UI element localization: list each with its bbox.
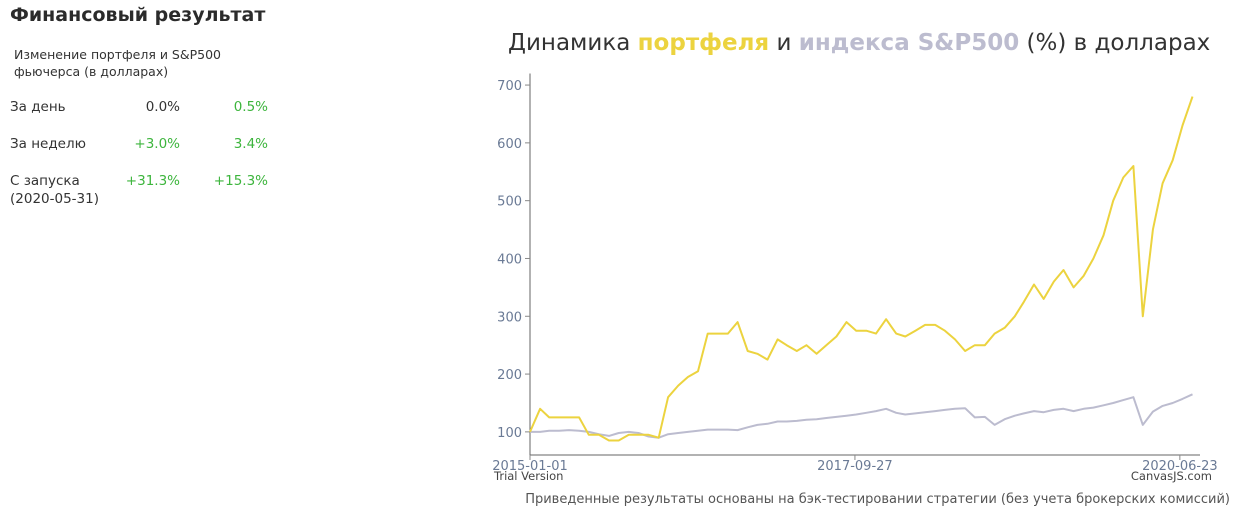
row-label: За неделю — [10, 136, 86, 152]
result-table: За день 0.0% 0.5% За неделю +3.0% 3.4% С… — [10, 98, 268, 227]
portfolio-change: +3.0% — [134, 136, 180, 152]
index-change: 0.5% — [233, 99, 268, 115]
x-tick-label: 2020-06-23 — [1142, 459, 1218, 474]
y-tick-label: 400 — [497, 252, 522, 267]
row-label: С запуска (2020-05-31) — [10, 173, 99, 207]
y-tick-label: 600 — [497, 137, 522, 152]
watermark: CanvasJS.com — [1131, 469, 1212, 483]
index-change: 3.4% — [233, 136, 268, 152]
title-part: Динамика — [508, 30, 630, 56]
index-change: +15.3% — [213, 173, 268, 189]
title-series: портфеля — [638, 30, 770, 56]
y-tick-label: 100 — [497, 426, 522, 441]
footnote: Приведенные результаты основаны на бэк-т… — [525, 492, 1230, 507]
y-tick-label: 700 — [497, 79, 522, 94]
x-tick-label: 2017-09-27 — [817, 459, 893, 474]
y-tick-label: 300 — [497, 310, 522, 325]
portfolio-change: +31.3% — [125, 173, 180, 189]
y-tick-label: 200 — [497, 368, 522, 383]
chart-title: Динамика портфеля и индекса S&P500 (%) в… — [508, 30, 1210, 56]
panel-title: Финансовый результат — [10, 4, 266, 26]
row: За день 0.0% 0.5% — [10, 98, 268, 135]
row: За неделю +3.0% 3.4% — [10, 135, 268, 172]
row-label: За день — [10, 99, 66, 115]
series-line — [530, 393, 1193, 439]
panel-subtitle: Изменение портфеля и S&P500 фьючерса (в … — [14, 47, 222, 79]
title-part: (%) в долларах — [1027, 30, 1211, 56]
watermark: Trial Version — [493, 469, 563, 483]
title-series: индекса S&P500 — [799, 30, 1019, 56]
portfolio-change: 0.0% — [145, 99, 180, 115]
title-part: и — [777, 30, 792, 56]
result-panel: Финансовый результат Изменение портфеля … — [10, 4, 310, 227]
x-tick-label: 2015-01-01 — [492, 459, 568, 474]
series-line — [529, 96, 1194, 442]
y-tick-label: 500 — [497, 195, 522, 210]
row: С запуска (2020-05-31) +31.3% +15.3% — [10, 172, 268, 227]
